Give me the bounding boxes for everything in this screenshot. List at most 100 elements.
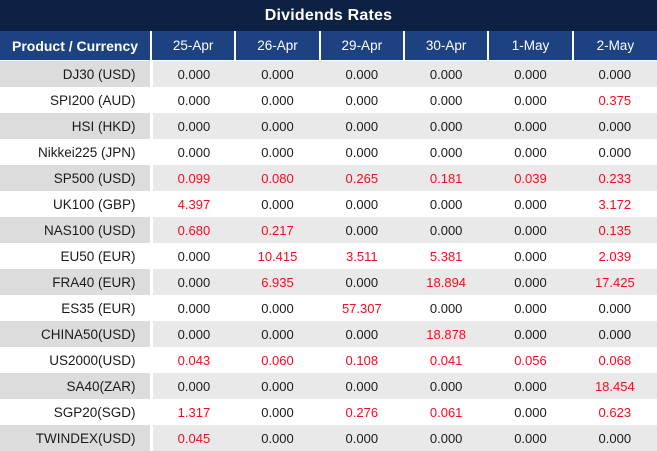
dividend-value-cell: 0.680 <box>151 217 236 243</box>
product-label: EU50 (EUR) <box>0 243 153 269</box>
dividend-value-cell: 0.080 <box>235 165 320 191</box>
product-label: ES35 (EUR) <box>0 295 153 321</box>
dividend-value-cell: 0.000 <box>572 60 657 87</box>
dividend-value-cell: 3.172 <box>572 191 657 217</box>
table-row: SP500 (USD) 0.099 0.080 0.265 0.181 0.039 0.23… <box>0 165 657 191</box>
dividend-value-cell: 0.000 <box>319 60 404 87</box>
dividend-value-cell: 10.415 <box>235 243 320 269</box>
dividend-value-cell: 0.000 <box>403 191 489 217</box>
table-row: TWINDEX(USD) 0.045 0.000 0.000 0.000 0.000 0.0… <box>0 425 657 451</box>
dividend-value-cell: 4.397 <box>151 191 236 217</box>
product-label: DJ30 (USD) <box>0 60 153 87</box>
column-header-product-currency: Product / Currency <box>0 31 151 61</box>
table-head: Product / Currency 25-Apr 26-Apr 29-Apr 30-A… <box>0 31 657 61</box>
dividend-value-cell: 0.000 <box>319 425 404 451</box>
dividend-value-cell: 0.000 <box>403 113 489 139</box>
product-label: US2000(USD) <box>0 347 153 373</box>
product-label: CHINA50(USD) <box>0 321 153 347</box>
dividend-value-cell: 0.276 <box>319 399 404 425</box>
column-header-date: 25-Apr <box>149 31 236 61</box>
table-row: NAS100 (USD) 0.680 0.217 0.000 0.000 0.000 0.1… <box>0 217 657 243</box>
product-label: SA40(ZAR) <box>0 373 153 399</box>
dividend-value-cell: 0.000 <box>403 139 489 165</box>
dividend-value-cell: 0.000 <box>151 113 236 139</box>
dividend-value-cell: 0.068 <box>572 347 657 373</box>
product-label: UK100 (GBP) <box>0 191 153 217</box>
table-row: DJ30 (USD) 0.000 0.000 0.000 0.000 0.000 0.000 <box>0 60 657 87</box>
dividend-value-cell: 0.000 <box>235 321 320 347</box>
dividend-value-cell: 0.000 <box>151 87 236 113</box>
dividend-value-cell: 0.108 <box>319 347 404 373</box>
table-header-row: Product / Currency 25-Apr 26-Apr 29-Apr 30-A… <box>0 31 657 61</box>
table-row: SPI200 (AUD) 0.000 0.000 0.000 0.000 0.000 0.3… <box>0 87 657 113</box>
dividends-table: Product / Currency 25-Apr 26-Apr 29-Apr 30-A… <box>0 31 657 451</box>
dividend-value-cell: 3.511 <box>319 243 404 269</box>
column-header-date: 26-Apr <box>234 31 320 61</box>
dividend-value-cell: 0.000 <box>235 373 320 399</box>
dividend-value-cell: 0.043 <box>151 347 236 373</box>
dividend-value-cell: 0.000 <box>572 295 657 321</box>
dividend-value-cell: 0.000 <box>488 139 573 165</box>
dividend-value-cell: 0.000 <box>319 87 404 113</box>
product-label: TWINDEX(USD) <box>0 425 153 451</box>
dividend-value-cell: 0.000 <box>488 87 573 113</box>
dividend-value-cell: 0.000 <box>319 269 404 295</box>
dividend-value-cell: 0.000 <box>235 399 320 425</box>
dividend-value-cell: 0.000 <box>235 295 320 321</box>
table-row: CHINA50(USD) 0.000 0.000 0.000 18.878 0.000 0.… <box>0 321 657 347</box>
table-row: US2000(USD) 0.043 0.060 0.108 0.041 0.056 0.06… <box>0 347 657 373</box>
dividend-value-cell: 0.000 <box>151 243 236 269</box>
dividend-value-cell: 0.217 <box>235 217 320 243</box>
dividend-value-cell: 0.000 <box>488 243 573 269</box>
dividend-value-cell: 0.135 <box>572 217 657 243</box>
dividend-value-cell: 0.000 <box>488 113 573 139</box>
product-label: SGP20(SGD) <box>0 399 153 425</box>
product-label: FRA40 (EUR) <box>0 269 153 295</box>
dividend-value-cell: 0.000 <box>572 113 657 139</box>
dividend-value-cell: 0.181 <box>403 165 489 191</box>
dividend-value-cell: 0.000 <box>488 321 573 347</box>
dividend-value-cell: 0.000 <box>319 373 404 399</box>
table-row: EU50 (EUR) 0.000 10.415 3.511 5.381 0.000 2.03… <box>0 243 657 269</box>
dividend-value-cell: 6.935 <box>235 269 320 295</box>
dividend-value-cell: 18.878 <box>403 321 489 347</box>
product-label: SPI200 (AUD) <box>0 87 153 113</box>
dividend-value-cell: 18.454 <box>572 373 657 399</box>
dividend-value-cell: 0.000 <box>488 425 573 451</box>
dividend-value-cell: 0.000 <box>403 373 489 399</box>
column-header-date: 30-Apr <box>402 31 489 61</box>
table-row: UK100 (GBP) 4.397 0.000 0.000 0.000 0.000 3.17… <box>0 191 657 217</box>
dividend-value-cell: 0.039 <box>488 165 573 191</box>
table-row: HSI (HKD) 0.000 0.000 0.000 0.000 0.000 0.000 <box>0 113 657 139</box>
dividend-value-cell: 0.000 <box>235 139 320 165</box>
dividend-value-cell: 0.000 <box>319 191 404 217</box>
column-header-date: 1-May <box>487 31 573 61</box>
dividend-value-cell: 0.000 <box>488 295 573 321</box>
dividend-value-cell: 0.375 <box>572 87 657 113</box>
table-body: DJ30 (USD) 0.000 0.000 0.000 0.000 0.000 0.000… <box>0 60 657 451</box>
dividend-value-cell: 0.000 <box>151 269 236 295</box>
dividend-value-cell: 0.000 <box>488 269 573 295</box>
dividend-value-cell: 0.000 <box>403 87 489 113</box>
dividend-value-cell: 5.381 <box>403 243 489 269</box>
dividend-value-cell: 0.000 <box>403 425 489 451</box>
product-label: HSI (HKD) <box>0 113 153 139</box>
dividend-value-cell: 0.000 <box>403 60 489 87</box>
product-label: Nikkei225 (JPN) <box>0 139 153 165</box>
dividend-value-cell: 0.045 <box>151 425 236 451</box>
table-row: SGP20(SGD) 1.317 0.000 0.276 0.061 0.000 0.623 <box>0 399 657 425</box>
page-title: Dividends Rates <box>0 0 657 31</box>
dividend-value-cell: 0.000 <box>488 399 573 425</box>
dividend-value-cell: 0.000 <box>151 321 236 347</box>
dividend-value-cell: 0.000 <box>403 217 489 243</box>
product-label: NAS100 (USD) <box>0 217 153 243</box>
dividend-value-cell: 0.000 <box>572 139 657 165</box>
dividend-value-cell: 0.265 <box>319 165 404 191</box>
dividend-value-cell: 18.894 <box>403 269 489 295</box>
dividend-value-cell: 0.000 <box>151 373 236 399</box>
dividend-value-cell: 2.039 <box>572 243 657 269</box>
dividend-value-cell: 0.056 <box>488 347 573 373</box>
dividend-value-cell: 0.000 <box>488 373 573 399</box>
product-label: SP500 (USD) <box>0 165 153 191</box>
